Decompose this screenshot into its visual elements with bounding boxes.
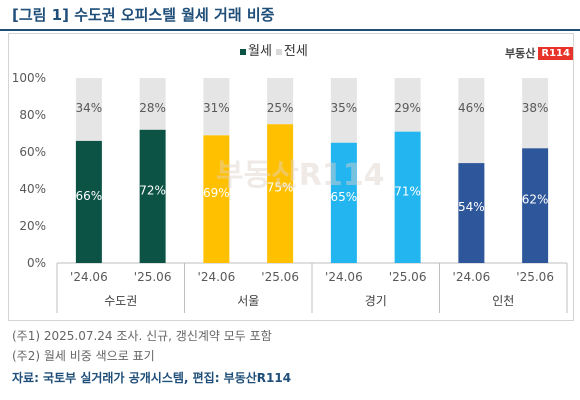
bar-monthly: [203, 135, 230, 263]
bar-jeonse: [522, 78, 549, 149]
monthly-data-label: 65%: [331, 190, 358, 204]
y-tick-label: 20%: [19, 219, 46, 233]
x-tick-label: '25.06: [261, 270, 299, 284]
legend-swatch-jeonse: [275, 49, 282, 55]
legend-item-monthly: 월세: [240, 40, 272, 59]
bar-monthly: [139, 129, 166, 263]
bar-monthly: [458, 163, 485, 263]
bar-monthly: [75, 140, 102, 263]
jeonse-data-label: 46%: [458, 101, 485, 115]
x-tick-label: '24.06: [453, 270, 491, 284]
footnote-1: (주1) 2025.07.24 조사. 신규, 갱신계약 모두 포함: [12, 329, 272, 343]
y-tick-label: 0%: [27, 256, 46, 270]
bar-monthly: [522, 148, 549, 263]
legend-label-monthly: 월세: [248, 44, 272, 59]
monthly-data-label: 69%: [203, 186, 230, 200]
figure-title: [그림 1] 수도권 오피스텔 월세 거래 비중: [12, 6, 275, 24]
bar-jeonse: [75, 78, 102, 141]
jeonse-data-label: 29%: [394, 101, 421, 115]
monthly-data-label: 75%: [267, 181, 294, 195]
title-divider: [0, 29, 580, 31]
bar-jeonse: [267, 78, 294, 125]
x-tick-label: '24.06: [70, 270, 108, 284]
bar-jeonse: [203, 78, 230, 136]
x-tick-label: '25.06: [134, 270, 172, 284]
y-tick-label: 100%: [12, 71, 46, 85]
chart-legend: 월세 전세: [240, 40, 308, 59]
bar-monthly: [330, 142, 357, 263]
jeonse-data-label: 25%: [267, 101, 294, 115]
legend-label-jeonse: 전세: [283, 44, 308, 59]
monthly-data-label: 66%: [76, 189, 103, 203]
monthly-data-label: 62%: [522, 193, 549, 207]
source-line: 자료: 국토부 실거래가 공개시스템, 편집: 부동산R114: [12, 371, 292, 385]
x-tick-label: '25.06: [389, 270, 427, 284]
legend-swatch-monthly: [240, 49, 246, 55]
x-tick-label: '24.06: [198, 270, 236, 284]
monthly-data-label: 54%: [458, 200, 485, 214]
jeonse-data-label: 34%: [76, 101, 103, 115]
x-tick-label: '24.06: [325, 270, 363, 284]
group-label: 서울: [237, 294, 259, 308]
monthly-data-label: 72%: [139, 183, 166, 197]
watermark: 부동산R114: [216, 158, 385, 193]
logo-box: R114: [538, 46, 573, 60]
group-label: 인천: [492, 293, 514, 308]
x-tick-label: '25.06: [516, 270, 554, 284]
jeonse-data-label: 28%: [139, 101, 166, 115]
bar-jeonse: [394, 78, 421, 132]
group-label: 수도권: [104, 294, 137, 308]
y-tick-label: 60%: [19, 145, 46, 159]
monthly-data-label: 71%: [394, 184, 421, 198]
y-tick-label: 80%: [19, 108, 46, 122]
jeonse-data-label: 31%: [203, 101, 230, 115]
logo-text: 부동산: [505, 47, 536, 60]
legend-item-jeonse: 전세: [275, 40, 308, 59]
bar-monthly: [267, 124, 294, 263]
bar-jeonse: [139, 78, 166, 130]
bar-monthly: [394, 131, 421, 263]
bar-jeonse: [330, 78, 357, 143]
jeonse-data-label: 35%: [331, 101, 358, 115]
bar-jeonse: [458, 78, 485, 164]
footnote-2: (주2) 월세 비중 색으로 표기: [12, 349, 155, 363]
group-label: 경기: [365, 294, 387, 308]
jeonse-data-label: 38%: [522, 101, 549, 115]
y-tick-label: 40%: [19, 182, 46, 196]
brand-logo: 부동산 R114: [505, 45, 573, 61]
